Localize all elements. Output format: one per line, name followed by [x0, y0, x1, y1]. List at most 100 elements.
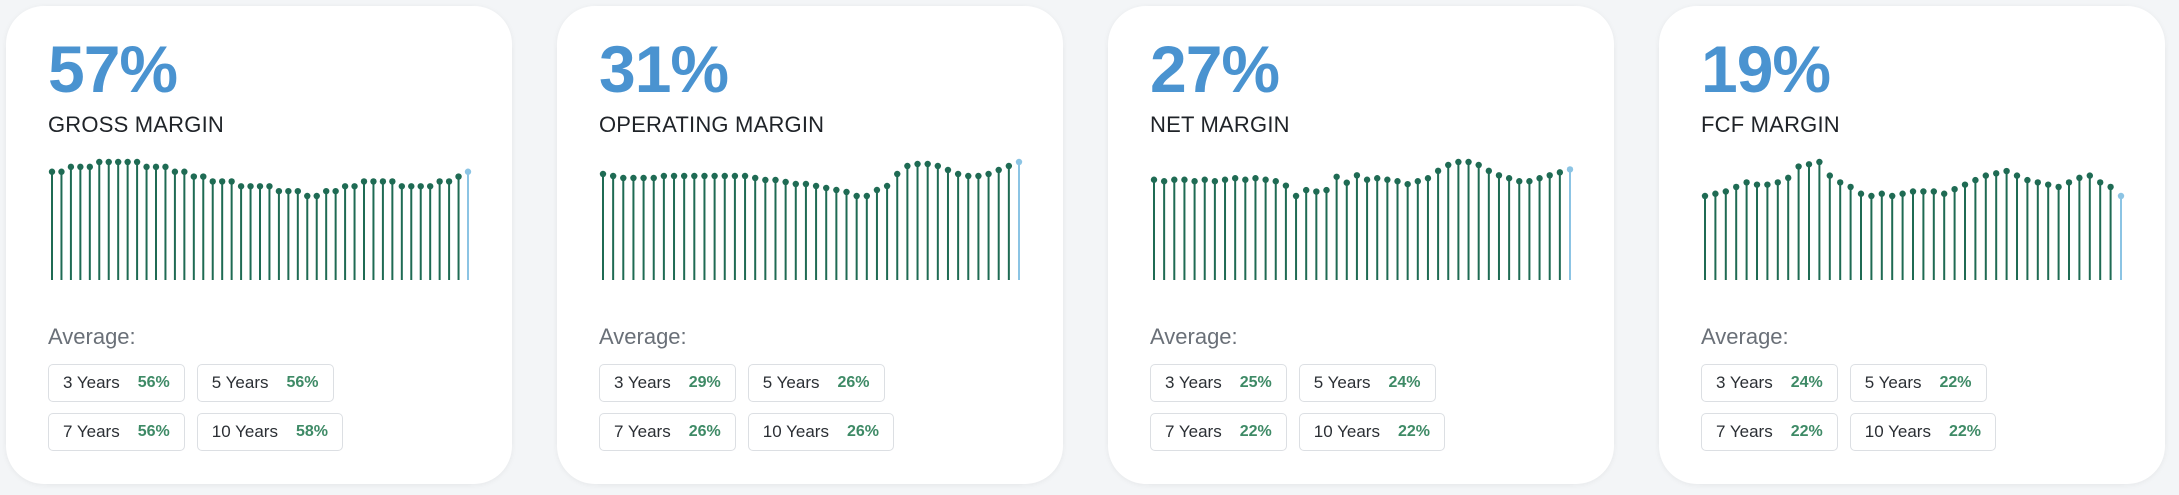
chart-point	[1951, 186, 1958, 193]
metric-label: OPERATING MARGIN	[599, 112, 825, 137]
chip-period: 3 Years	[1165, 373, 1222, 392]
chart-point	[114, 158, 122, 166]
chart-point	[1536, 175, 1543, 182]
chip-value: 58%	[295, 423, 328, 440]
chart-point	[914, 160, 921, 168]
average-chips: 3 Years 56% 5 Years 56% 7 Years 56% 10 Y…	[48, 364, 388, 462]
chart-point	[731, 172, 739, 180]
chart-point	[1171, 176, 1178, 183]
chip-value: 56%	[137, 374, 170, 391]
chart-point	[1181, 176, 1188, 183]
chart-point	[1889, 192, 1896, 200]
chart-point	[1753, 181, 1761, 188]
chart-point	[823, 184, 830, 192]
chart-point	[691, 172, 698, 180]
chart-point	[1292, 192, 1300, 200]
average-chip-5y[interactable]: 5 Years 26%	[747, 364, 885, 402]
chart-point	[609, 172, 617, 180]
average-chip-7y[interactable]: 7 Years 22%	[1701, 413, 1838, 451]
chart-point	[843, 188, 850, 196]
chip-value: 24%	[1790, 374, 1823, 391]
chart-point	[894, 170, 901, 178]
chart-point	[1805, 161, 1813, 168]
chart-point	[200, 173, 207, 180]
chart-point	[1333, 173, 1340, 180]
chart-point	[1404, 180, 1411, 188]
chart-point	[1465, 158, 1472, 166]
average-chip-5y[interactable]: 5 Years 24%	[1298, 364, 1436, 402]
average-chip-10y[interactable]: 10 Years 26%	[747, 413, 894, 451]
chart-point	[680, 172, 688, 180]
chart-point	[873, 186, 881, 194]
chip-value: 22%	[1939, 374, 1972, 391]
chart-point	[1712, 190, 1719, 197]
chart-point	[1160, 178, 1168, 185]
chart-point	[1774, 179, 1781, 186]
chart-point	[1701, 192, 1709, 200]
chart-point	[1566, 166, 1574, 173]
chip-period: 5 Years	[1313, 373, 1371, 392]
chart-point	[408, 183, 415, 190]
chip-value: 22%	[1790, 423, 1823, 440]
chart-point	[1231, 175, 1239, 182]
average-chip-5y[interactable]: 5 Years 22%	[1849, 364, 1987, 402]
average-chip-5y[interactable]: 5 Years 56%	[196, 364, 334, 402]
average-chip-3y[interactable]: 3 Years 29%	[599, 364, 736, 402]
chart-point	[1374, 175, 1381, 182]
chart-point	[1826, 172, 1833, 179]
chart-point	[1343, 179, 1350, 186]
chart-point	[322, 187, 330, 195]
chart-point	[1495, 172, 1503, 179]
chart-point	[1546, 172, 1553, 179]
average-chip-10y[interactable]: 10 Years 58%	[196, 413, 343, 451]
average-chip-7y[interactable]: 7 Years 22%	[1150, 413, 1287, 451]
metric-label: GROSS MARGIN	[48, 112, 224, 137]
chart-point	[256, 183, 264, 190]
average-chip-3y[interactable]: 3 Years 25%	[1150, 364, 1287, 402]
metric-label: FCF MARGIN	[1701, 112, 1840, 137]
metric-card-gross-margin: 57% GROSS MARGIN Average: 3 Years 56% 5 …	[6, 6, 512, 484]
chart-point	[304, 192, 311, 200]
average-chips: 3 Years 24% 5 Years 22% 7 Years 22% 10 Y…	[1701, 364, 2041, 462]
chart-point	[924, 160, 931, 168]
chart-point	[1485, 167, 1493, 175]
chart-point	[124, 158, 131, 166]
average-chip-3y[interactable]: 3 Years 56%	[48, 364, 185, 402]
chip-period: 7 Years	[63, 422, 120, 441]
metric-label: NET MARGIN	[1150, 112, 1290, 137]
margin-history-chart	[1150, 158, 1574, 280]
chart-point	[741, 172, 749, 180]
chart-point	[772, 176, 779, 184]
chart-point	[1272, 178, 1279, 185]
margin-history-chart	[599, 158, 1023, 280]
chart-point	[1201, 176, 1208, 183]
average-chip-10y[interactable]: 10 Years 22%	[1849, 413, 1996, 451]
average-chip-10y[interactable]: 10 Years 22%	[1298, 413, 1445, 451]
chart-point	[133, 158, 141, 166]
chip-period: 5 Years	[211, 373, 269, 392]
chart-point	[162, 163, 169, 171]
chart-point	[985, 170, 992, 178]
average-label: Average:	[599, 324, 687, 349]
chart-point	[2055, 183, 2062, 191]
chip-value: 25%	[1239, 374, 1272, 391]
metric-card-fcf-margin: 19% FCF MARGIN Average: 3 Years 24% 5 Ye…	[1659, 6, 2165, 484]
average-chip-7y[interactable]: 7 Years 26%	[599, 413, 736, 451]
chart-point	[398, 183, 406, 190]
chart-point	[1282, 182, 1290, 189]
chart-point	[762, 176, 769, 184]
average-chip-7y[interactable]: 7 Years 56%	[48, 413, 185, 451]
chip-period: 7 Years	[1165, 422, 1222, 441]
chart-point	[2107, 183, 2114, 191]
chip-value: 22%	[1948, 423, 1981, 440]
chart-point	[341, 183, 349, 190]
chart-point	[2024, 176, 2031, 184]
chart-point	[1475, 161, 1482, 169]
chip-period: 5 Years	[762, 373, 820, 392]
chart-point	[2013, 172, 2021, 179]
average-label: Average:	[1150, 324, 1238, 349]
chart-point	[1733, 183, 1740, 191]
average-chip-3y[interactable]: 3 Years 24%	[1701, 364, 1838, 402]
chart-point	[1414, 178, 1422, 185]
chart-point	[2045, 181, 2052, 188]
